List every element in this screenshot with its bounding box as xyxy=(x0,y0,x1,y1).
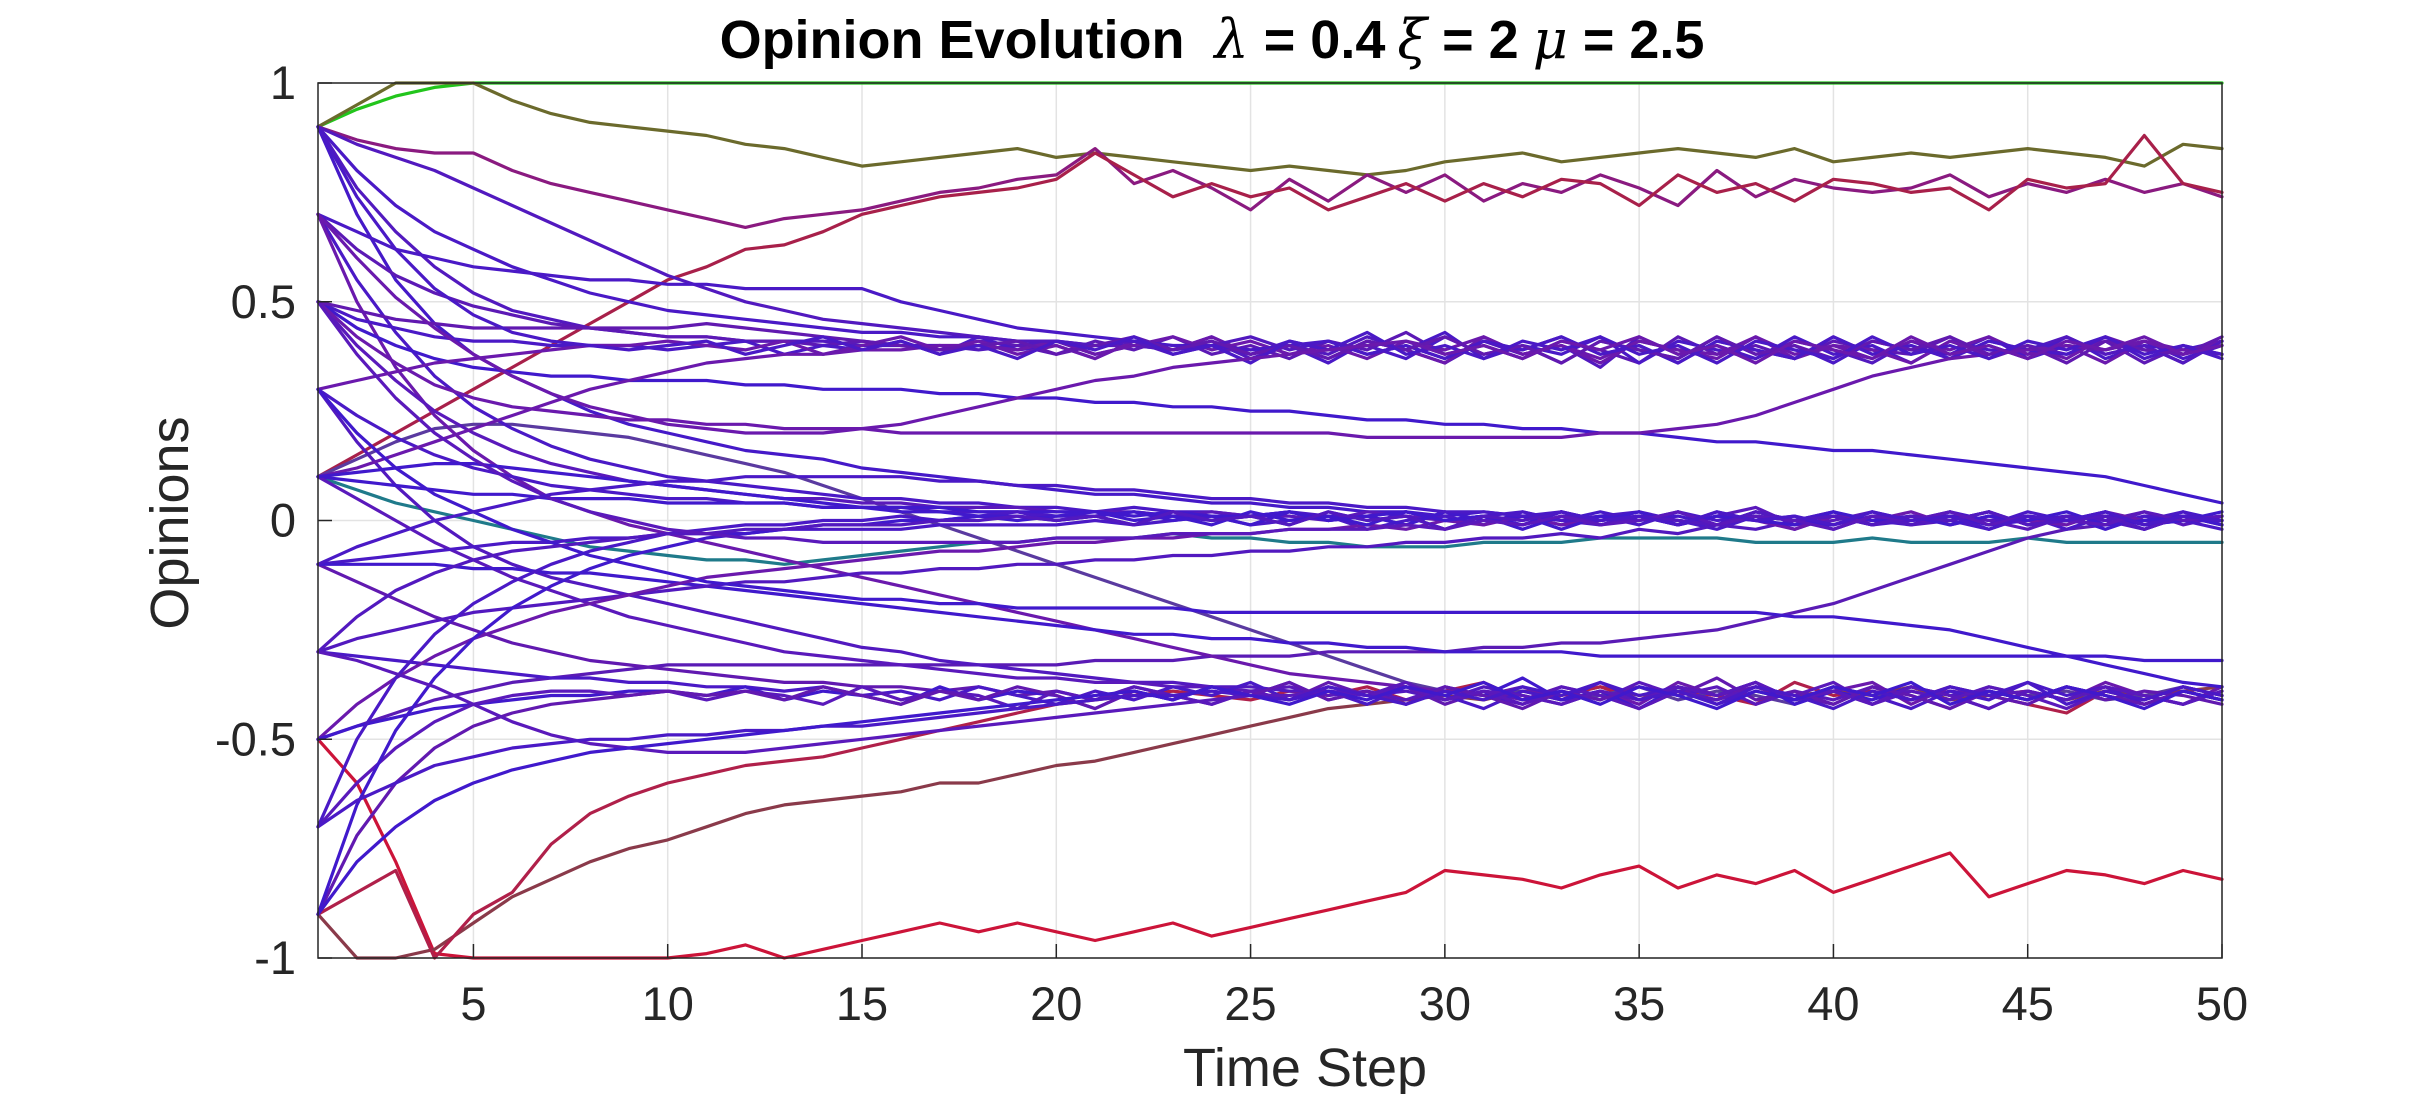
xi-value: 2 xyxy=(1489,10,1519,70)
x-tick-label-20: 20 xyxy=(1030,977,1082,1030)
y-tick-label-0.5: 0.5 xyxy=(231,275,296,328)
x-tick-label-10: 10 xyxy=(642,977,694,1030)
series-line-agent-purple-38 xyxy=(316,680,2224,916)
x-tick-label-35: 35 xyxy=(1613,977,1665,1030)
x-tick-label-30: 30 xyxy=(1419,977,1471,1030)
y-tick-label--0.5: -0.5 xyxy=(215,712,296,765)
title-main: Opinion Evolution xyxy=(720,10,1185,70)
mu-symbol: μ xyxy=(1533,8,1568,71)
y-tick-label--1: -1 xyxy=(254,931,296,984)
axes xyxy=(317,82,2223,959)
y-axis-label: Opinions xyxy=(140,416,200,629)
x-tick-label-25: 25 xyxy=(1224,977,1276,1030)
series-line-agent-purple-25 xyxy=(316,676,2224,916)
eq-3: = xyxy=(1568,10,1630,70)
lambda-symbol: λ xyxy=(1213,8,1249,71)
x-axis-label: Time Step xyxy=(1183,1038,1427,1094)
series-group xyxy=(316,81,2224,960)
x-tick-label-40: 40 xyxy=(1807,977,1859,1030)
series-line-agent-purple-29 xyxy=(316,300,2224,439)
series-line-agent-violet-rise xyxy=(316,518,2224,741)
series-line-agent-purple-33 xyxy=(316,300,2224,365)
series-line-agent-magenta-high-b xyxy=(316,133,2224,479)
y-tick-label-1: 1 xyxy=(270,56,296,109)
series-line-agent-purple-20 xyxy=(316,650,2224,711)
x-tick-label-5: 5 xyxy=(460,977,486,1030)
series-line-agent-olive xyxy=(316,81,2224,177)
x-tick-label-45: 45 xyxy=(2002,977,2054,1030)
series-line-agent-purple-32 xyxy=(316,680,2224,829)
series-line-agent-purple-18 xyxy=(316,562,2224,663)
tick-labels: 5 10 15 20 25 30 35 40 45 50 1 0.5 0 -0.5 -1 xyxy=(215,56,2248,1030)
series-line-agent-purple-40 xyxy=(316,475,2224,566)
eq-1: = xyxy=(1249,10,1311,70)
series-line-agent-magenta-high-a xyxy=(316,125,2224,229)
y-tick-label-0: 0 xyxy=(270,494,296,547)
series-line-agent-teal xyxy=(316,475,2224,566)
mu-value: 2.5 xyxy=(1629,10,1704,70)
x-tick-label-15: 15 xyxy=(836,977,888,1030)
series-line-agent-purple-36 xyxy=(316,125,2224,365)
series-line-agent-purple-6 xyxy=(316,212,2224,706)
lambda-value: 0.4 xyxy=(1310,10,1385,70)
x-tick-label-50: 50 xyxy=(2196,977,2248,1030)
eq-2: = xyxy=(1427,10,1489,70)
series-line-agent-purple-30 xyxy=(316,387,2224,689)
series-line-agent-purple-37 xyxy=(316,212,2224,435)
xi-symbol: ξ xyxy=(1397,8,1429,71)
